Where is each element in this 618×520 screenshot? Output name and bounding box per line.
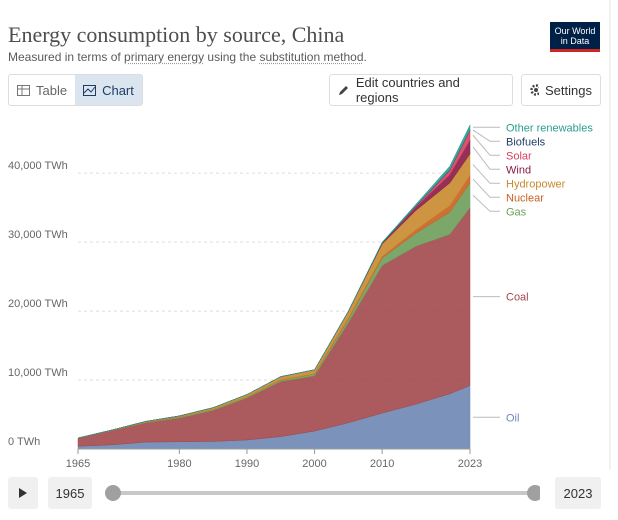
x-tick-label: 1990: [235, 458, 259, 470]
leader-line: [472, 134, 500, 156]
subtitle-text: using the: [204, 50, 260, 64]
y-tick-label: 40,000 TWh: [8, 160, 68, 172]
y-tick-label: 0 TWh: [8, 436, 40, 448]
icon: [83, 84, 97, 96]
x-tick-label: 1980: [167, 458, 191, 470]
series-label: Solar: [506, 150, 532, 162]
subtitle: Measured in terms of primary energy usin…: [8, 50, 367, 64]
x-tick-label: 2010: [370, 458, 394, 470]
timeline-end[interactable]: 2023: [555, 477, 601, 509]
x-tick-label: 2000: [302, 458, 326, 470]
subtitle-text: .: [363, 50, 367, 64]
edit-button[interactable]: Edit countries and regions: [329, 74, 513, 106]
title: Energy consumption by source, China: [8, 22, 345, 47]
series-label: Wind: [506, 164, 531, 176]
label: Settings: [545, 82, 592, 98]
series-label: Gas: [506, 206, 527, 218]
slider-handle[interactable]: [527, 485, 540, 501]
subtitle-link[interactable]: primary energy: [124, 50, 205, 64]
slider-handle[interactable]: [105, 485, 121, 501]
settings-button[interactable]: Settings: [521, 74, 601, 106]
timeline-start[interactable]: 1965: [48, 477, 92, 509]
series-label: Hydropower: [506, 178, 566, 190]
label: Table: [36, 82, 68, 98]
icon: [17, 84, 30, 96]
label: Chart: [102, 82, 134, 98]
y-tick-label: 30,000 TWh: [8, 229, 68, 241]
series-label: Biofuels: [506, 136, 546, 148]
icon: [19, 488, 27, 498]
subtitle-text: Measured in terms of: [8, 50, 125, 64]
icon: [530, 84, 540, 96]
area: [77, 124, 471, 439]
leader-line: [472, 129, 500, 142]
label: Edit countries and regions: [355, 75, 460, 105]
view-toggle: Table Chart: [8, 74, 143, 106]
leader-line: [472, 164, 500, 184]
y-tick-label: 20,000 TWh: [8, 298, 68, 310]
icon: [339, 86, 348, 95]
play-button[interactable]: [8, 477, 38, 509]
leader-line: [472, 178, 500, 198]
series-label: Other renewables: [506, 122, 593, 134]
chart-tab[interactable]: Chart: [75, 75, 142, 105]
timeline-slider[interactable]: [100, 477, 540, 509]
logo[interactable]: Our World in Data: [550, 22, 600, 52]
leader-line: [472, 194, 500, 212]
chart: 0 TWh 10,000 TWh 20,000 TWh 30,000 TWh 40,00…: [8, 0, 611, 470]
series-label: Oil: [506, 412, 519, 424]
leader-line: [472, 146, 500, 170]
subtitle-link[interactable]: substitution method: [259, 50, 364, 64]
x-tick-label: 1965: [66, 458, 90, 470]
x-tick-label: 2023: [458, 458, 482, 470]
y-tick-label: 10,000 TWh: [8, 367, 68, 379]
series-label: Coal: [506, 292, 529, 304]
table-tab[interactable]: Table: [9, 75, 75, 105]
series-label: Nuclear: [506, 192, 544, 204]
